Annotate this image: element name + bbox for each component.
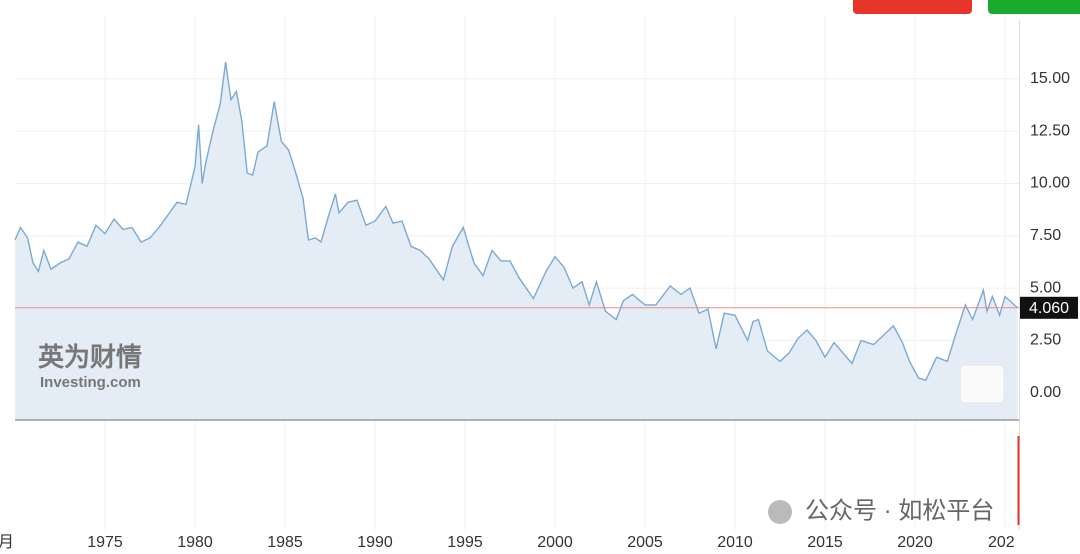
x-tick-label: 1995	[447, 534, 483, 551]
x-tick-label: 1975	[87, 534, 123, 551]
left-label: 月	[0, 534, 14, 551]
wechat-icon	[768, 500, 792, 524]
line	[14, 62, 1019, 382]
current-label: 4.060	[1029, 300, 1069, 317]
watermark-site: Investing.com	[40, 374, 141, 391]
x-tick-label: 1980	[177, 534, 213, 551]
settings-box[interactable]	[959, 364, 1005, 404]
x-tick-label: 2010	[717, 534, 753, 551]
watermark-brand: 英为财情	[38, 342, 142, 372]
y-tick-label: 0.00	[1030, 384, 1061, 401]
y-tick-label: 7.50	[1030, 227, 1061, 244]
area	[15, 62, 1018, 420]
current-badge	[1020, 296, 1078, 319]
x-tick-label: 202	[988, 534, 1015, 551]
sell-button[interactable]	[988, 0, 1080, 14]
credit: 公众号 · 如松平台	[805, 497, 994, 524]
y-tick-label: 15.00	[1030, 70, 1070, 87]
buy-button[interactable]	[853, 0, 972, 14]
y-tick-label: 2.50	[1030, 332, 1061, 349]
y-tick-label: 12.50	[1030, 122, 1070, 139]
x-tick-label: 2005	[627, 534, 663, 551]
y-tick-label: 5.00	[1030, 279, 1061, 296]
x-tick-label: 2020	[897, 534, 933, 551]
y-tick-label: 10.00	[1030, 175, 1070, 192]
x-tick-label: 1990	[357, 534, 393, 551]
x-tick-label: 1985	[267, 534, 303, 551]
x-tick-label: 2015	[807, 534, 843, 551]
x-tick-label: 2000	[537, 534, 573, 551]
